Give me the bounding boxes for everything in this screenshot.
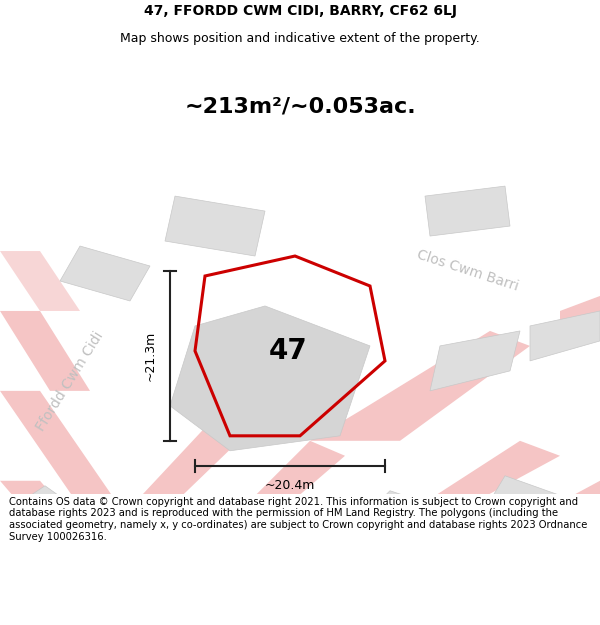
Polygon shape xyxy=(115,511,200,551)
Text: ~20.4m: ~20.4m xyxy=(265,479,315,492)
Text: Ffordd Cwm Cidi: Ffordd Cwm Cidi xyxy=(34,329,106,433)
Text: 47: 47 xyxy=(268,337,307,365)
Polygon shape xyxy=(370,491,465,541)
Polygon shape xyxy=(165,196,265,256)
Text: 47, FFORDD CWM CIDI, BARRY, CF62 6LJ: 47, FFORDD CWM CIDI, BARRY, CF62 6LJ xyxy=(143,4,457,18)
Text: Map shows position and indicative extent of the property.: Map shows position and indicative extent… xyxy=(120,32,480,45)
Polygon shape xyxy=(170,306,370,451)
Polygon shape xyxy=(560,296,600,341)
Polygon shape xyxy=(490,476,575,526)
Text: Contains OS data © Crown copyright and database right 2021. This information is : Contains OS data © Crown copyright and d… xyxy=(9,497,587,542)
Text: Clos Cwm Barri: Clos Cwm Barri xyxy=(415,248,521,294)
Polygon shape xyxy=(0,311,90,391)
Polygon shape xyxy=(90,401,265,551)
Polygon shape xyxy=(425,186,510,236)
Polygon shape xyxy=(15,486,80,531)
Polygon shape xyxy=(0,251,80,311)
Polygon shape xyxy=(310,331,530,441)
Polygon shape xyxy=(430,331,520,391)
Polygon shape xyxy=(530,311,600,361)
Text: ~21.3m: ~21.3m xyxy=(143,331,157,381)
Polygon shape xyxy=(0,481,100,551)
Polygon shape xyxy=(200,441,345,551)
Polygon shape xyxy=(470,481,600,551)
Polygon shape xyxy=(350,441,560,551)
Text: ~213m²/~0.053ac.: ~213m²/~0.053ac. xyxy=(184,96,416,116)
Polygon shape xyxy=(0,391,150,551)
Polygon shape xyxy=(60,246,150,301)
